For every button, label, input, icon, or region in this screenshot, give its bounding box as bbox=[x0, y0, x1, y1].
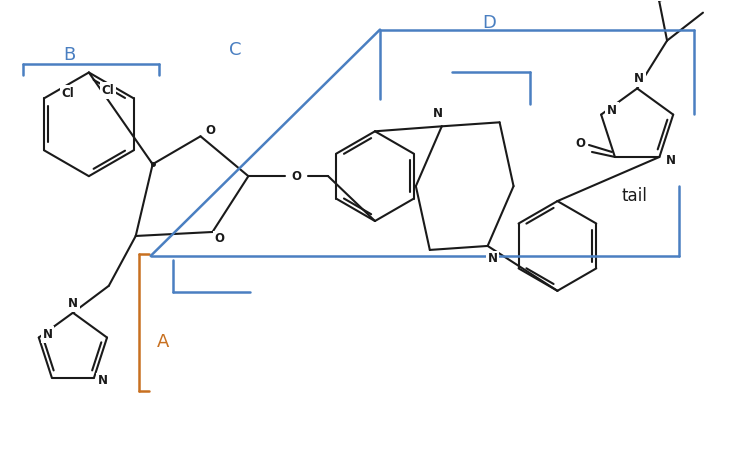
Text: Cl: Cl bbox=[101, 84, 114, 97]
Text: Cl: Cl bbox=[61, 87, 75, 100]
Text: N: N bbox=[607, 104, 617, 117]
Text: N: N bbox=[98, 374, 108, 387]
Text: N: N bbox=[634, 72, 644, 85]
Text: C: C bbox=[230, 40, 241, 59]
Text: N: N bbox=[432, 107, 443, 120]
Text: N: N bbox=[43, 328, 52, 341]
Text: D: D bbox=[483, 14, 497, 32]
Text: O: O bbox=[205, 124, 215, 137]
Text: B: B bbox=[63, 45, 75, 64]
Text: tail: tail bbox=[621, 187, 647, 205]
Text: N: N bbox=[488, 252, 497, 266]
Text: O: O bbox=[575, 138, 585, 150]
Text: A: A bbox=[156, 333, 169, 350]
Text: N: N bbox=[666, 154, 675, 168]
Text: O: O bbox=[215, 232, 224, 246]
Text: O: O bbox=[292, 170, 301, 183]
Text: N: N bbox=[68, 297, 78, 310]
